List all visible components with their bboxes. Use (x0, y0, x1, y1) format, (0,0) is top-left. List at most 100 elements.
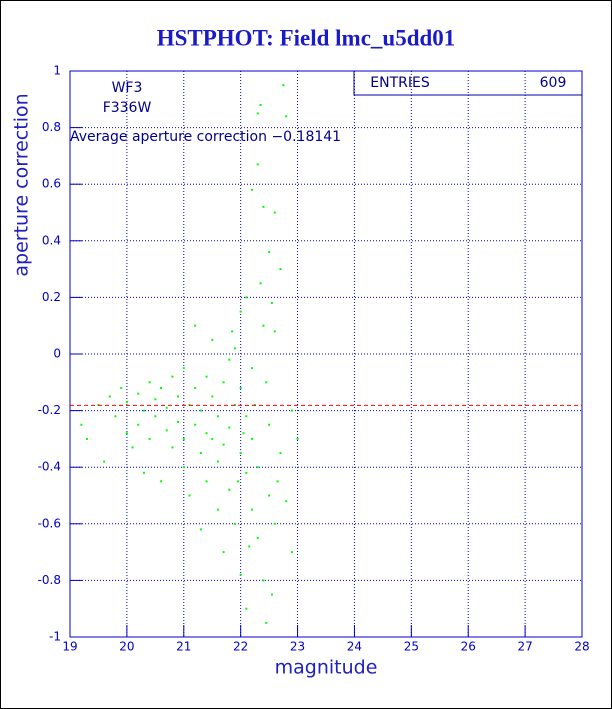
point (205, 480, 208, 483)
point (188, 494, 191, 497)
point (290, 551, 293, 554)
point (273, 522, 276, 525)
point (228, 426, 231, 429)
point (211, 338, 214, 341)
point (259, 103, 262, 106)
y-tick-label: 0.6 (42, 177, 61, 191)
point (251, 188, 254, 191)
point (268, 251, 271, 254)
point (222, 443, 225, 446)
point (268, 423, 271, 426)
plot-frame (69, 70, 583, 638)
annotation: Average aperture correction −0.18141 (70, 129, 341, 145)
point (154, 398, 157, 401)
point (251, 437, 254, 440)
x-tick-label: 26 (461, 640, 476, 654)
point (268, 494, 271, 497)
point (273, 330, 276, 333)
x-tick-label: 21 (176, 640, 191, 654)
point (282, 84, 285, 87)
point (148, 437, 151, 440)
point (296, 437, 299, 440)
point (233, 347, 236, 350)
point (120, 386, 123, 389)
point (216, 415, 219, 418)
point (256, 112, 259, 115)
y-tick-label: -1 (49, 630, 61, 644)
y-tick-label: -0.8 (38, 573, 61, 587)
point (160, 386, 163, 389)
point (171, 375, 174, 378)
point (125, 401, 128, 404)
y-tick-label: -0.4 (38, 460, 61, 474)
y-tick-label: 1 (53, 64, 61, 78)
y-tick-label: -0.6 (38, 516, 61, 530)
point (171, 446, 174, 449)
point (256, 536, 259, 539)
point (194, 423, 197, 426)
point (245, 296, 248, 299)
x-axis-title: magnitude (275, 657, 378, 679)
point (242, 432, 245, 435)
point (142, 409, 145, 412)
point (248, 545, 251, 548)
point (279, 452, 282, 455)
point (142, 471, 145, 474)
point (285, 115, 288, 118)
point (273, 211, 276, 214)
point (182, 437, 185, 440)
y-tick-label: 0 (53, 347, 61, 361)
x-tick-label: 23 (290, 640, 305, 654)
point (270, 302, 273, 305)
y-tick-label: 0.2 (42, 290, 61, 304)
point (199, 409, 202, 412)
x-tick-label: 24 (347, 640, 362, 654)
point (177, 420, 180, 423)
x-tick-label: 28 (574, 640, 589, 654)
point (182, 367, 185, 370)
point (231, 330, 234, 333)
point (165, 406, 168, 409)
point (239, 386, 242, 389)
point (259, 282, 262, 285)
point (125, 432, 128, 435)
point (239, 310, 242, 313)
point (262, 324, 265, 327)
point (222, 381, 225, 384)
point (256, 163, 259, 166)
point (205, 432, 208, 435)
point (216, 460, 219, 463)
point (194, 324, 197, 327)
point (279, 268, 282, 271)
point (199, 452, 202, 455)
point (256, 466, 259, 469)
point (86, 437, 89, 440)
x-tick-label: 19 (62, 640, 77, 654)
point (239, 573, 242, 576)
point (211, 395, 214, 398)
point (80, 423, 83, 426)
point (228, 488, 231, 491)
x-tick-label: 20 (119, 640, 134, 654)
point (285, 500, 288, 503)
y-tick-label: -0.2 (38, 403, 61, 417)
point (165, 429, 168, 432)
point (216, 508, 219, 511)
point (245, 471, 248, 474)
point (154, 415, 157, 418)
x-tick-label: 27 (517, 640, 532, 654)
y-axis-title: aperture correction (11, 93, 33, 276)
point (194, 386, 197, 389)
x-tick-label: 25 (404, 640, 419, 654)
stats-name: ENTRIES (370, 75, 430, 91)
y-tick-label: 0.4 (42, 233, 61, 247)
point (233, 522, 236, 525)
point (114, 415, 117, 418)
point (270, 593, 273, 596)
label: WF3 (112, 80, 143, 96)
point (290, 409, 293, 412)
point (131, 446, 134, 449)
chart-title: HSTPHOT: Field lmc_u5dd01 (157, 25, 456, 50)
